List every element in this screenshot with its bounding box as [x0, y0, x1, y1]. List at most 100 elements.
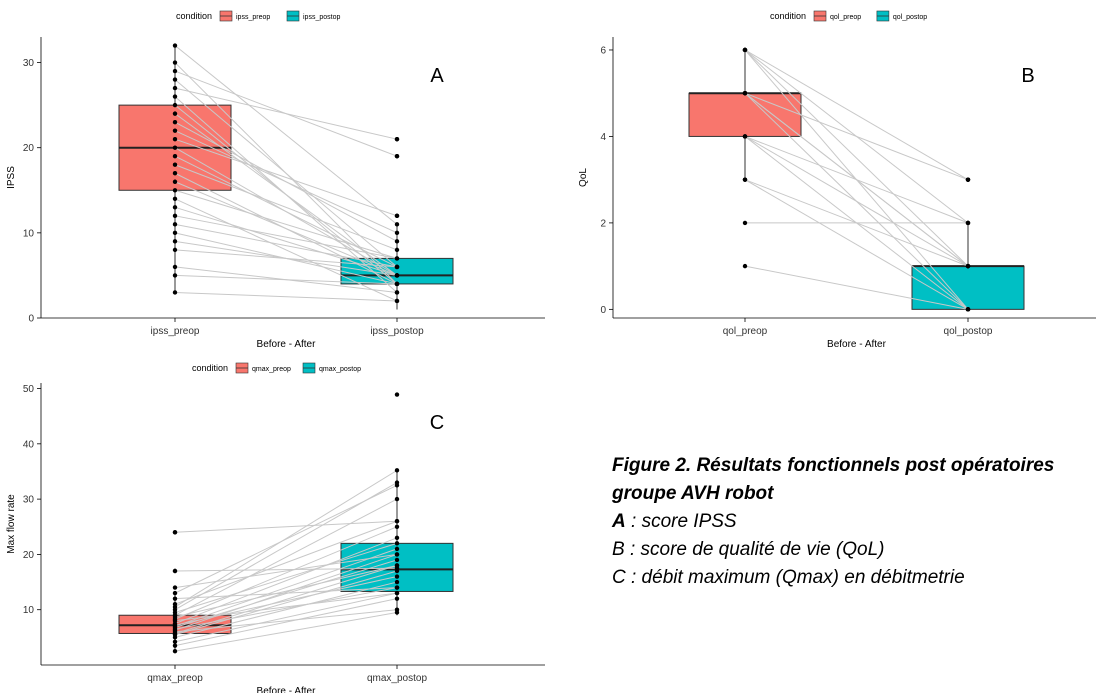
point-preop-7: [172, 213, 178, 219]
point-postop-23: [394, 552, 400, 557]
point-preop-18: [172, 119, 178, 125]
pair-line-6: [174, 223, 398, 268]
x-tick-label-ipss_preop: ipss_preop: [151, 326, 200, 337]
point-postop-14: [394, 524, 400, 529]
y-tick-label-4: 4: [600, 132, 606, 143]
pair-line-10: [174, 548, 398, 627]
point-preop-12: [172, 171, 178, 176]
pair-line-18: [174, 121, 398, 242]
point-postop-16: [394, 496, 400, 502]
point-preop-5: [172, 230, 178, 236]
point-preop-17: [172, 128, 178, 133]
legend-label-ipss_postop: ipss_postop: [303, 14, 340, 21]
y-tick-label-6: 6: [600, 45, 606, 56]
point-postop-13: [394, 247, 400, 253]
point-postop-10: [394, 256, 400, 261]
caption-a-text: : score IPSS: [625, 511, 737, 532]
box-ipss_postop: [340, 257, 454, 285]
y-tick-label-40: 40: [23, 439, 35, 450]
caption-title-line1: Figure 2. Résultats fonctionnels post op…: [612, 455, 1055, 476]
point-preop-0: [742, 263, 748, 269]
x-tick-label-qol_preop: qol_preop: [723, 326, 768, 337]
legend-title: condition: [770, 11, 806, 21]
pair-line-20: [174, 520, 398, 605]
point-preop-0: [172, 290, 178, 295]
point-preop-23: [172, 585, 178, 590]
pair-line-5: [174, 232, 398, 285]
x-tick-label-qmax_postop: qmax_postop: [367, 673, 427, 684]
point-preop-21: [172, 94, 178, 99]
legend-label-qmax_preop: qmax_preop: [252, 366, 291, 373]
pair-line-25: [174, 62, 398, 285]
legend-item-qmax_preop: qmax_preop: [235, 362, 291, 374]
pair-line-6: [174, 609, 398, 633]
point-preop-1: [742, 220, 748, 226]
pair-line-12: [174, 537, 398, 624]
pair-line-7: [174, 553, 398, 631]
point-preop-25: [172, 60, 178, 65]
point-preop-10: [172, 188, 178, 193]
point-postop-19: [394, 468, 400, 473]
panel-a-ipss: condition ipss_preop ipss_postop 0 10 20 30 ips…: [6, 10, 545, 350]
pair-line-15: [174, 147, 398, 276]
pair-line-11: [174, 576, 398, 626]
point-postop-9: [394, 557, 400, 563]
point-postop-24: [394, 566, 400, 571]
legend-title: condition: [192, 363, 228, 373]
point-preop-21: [172, 596, 178, 601]
point-postop-17: [394, 230, 400, 236]
point-preop-14: [742, 47, 748, 53]
legend-title: condition: [176, 11, 212, 21]
box-qol_postop: [911, 265, 1025, 310]
point-postop-9: [394, 298, 400, 304]
x-tick-label-qmax_preop: qmax_preop: [147, 673, 203, 684]
legend-label-qmax_postop: qmax_postop: [319, 366, 361, 373]
point-postop-17: [394, 541, 400, 546]
pair-line-8: [744, 92, 969, 310]
pair-line-22: [174, 484, 398, 594]
point-postop-1: [394, 596, 400, 601]
legend-item-ipss_postop: ipss_postop: [286, 10, 340, 22]
y-axis-title: Max flow rate: [6, 494, 17, 554]
y-tick-label-20: 20: [23, 143, 35, 154]
legend-item-qol_preop: qol_preop: [813, 10, 861, 22]
y-tick-label-30: 30: [23, 495, 35, 506]
pair-line-12: [174, 172, 398, 285]
point-postop-19: [394, 273, 400, 278]
x-axis-title: Before - After: [257, 339, 317, 350]
pair-line-3: [744, 179, 969, 310]
point-preop-22: [172, 85, 178, 91]
y-tick-label-2: 2: [600, 218, 606, 229]
x-tick-label-ipss_postop: ipss_postop: [370, 326, 424, 337]
point-postop-14: [965, 307, 971, 312]
pair-line-21: [174, 96, 398, 293]
pair-line-17: [174, 542, 398, 613]
point-preop-13: [172, 162, 178, 167]
point-preop-10: [742, 91, 748, 96]
point-preop-20: [172, 601, 178, 607]
point-postop-11: [394, 574, 400, 579]
pair-line-9: [174, 198, 398, 302]
pair-line-21: [174, 587, 398, 600]
point-postop-18: [394, 239, 400, 244]
y-axis-title: IPSS: [6, 166, 17, 189]
pair-line-10: [174, 189, 398, 259]
pair-line-5: [744, 136, 969, 310]
pair-line-15: [174, 564, 398, 618]
point-preop-14: [172, 154, 178, 159]
caption-a-letter: A: [612, 511, 626, 532]
point-preop-8: [172, 205, 178, 210]
pair-line-0: [744, 265, 969, 310]
y-tick-label-50: 50: [23, 384, 35, 395]
pair-line-24: [174, 70, 398, 157]
pair-line-2: [174, 266, 398, 293]
legend-label-ipss_preop: ipss_preop: [236, 14, 270, 21]
pair-line-12: [744, 49, 969, 224]
x-axis-title: Before - After: [827, 339, 887, 350]
y-axis-title: QoL: [578, 168, 589, 187]
pair-line-13: [174, 592, 398, 622]
point-preop-2: [172, 264, 178, 270]
x-tick-label-qol_postop: qol_postop: [944, 326, 993, 337]
panel-letter: A: [430, 65, 444, 87]
point-preop-1: [172, 643, 178, 648]
